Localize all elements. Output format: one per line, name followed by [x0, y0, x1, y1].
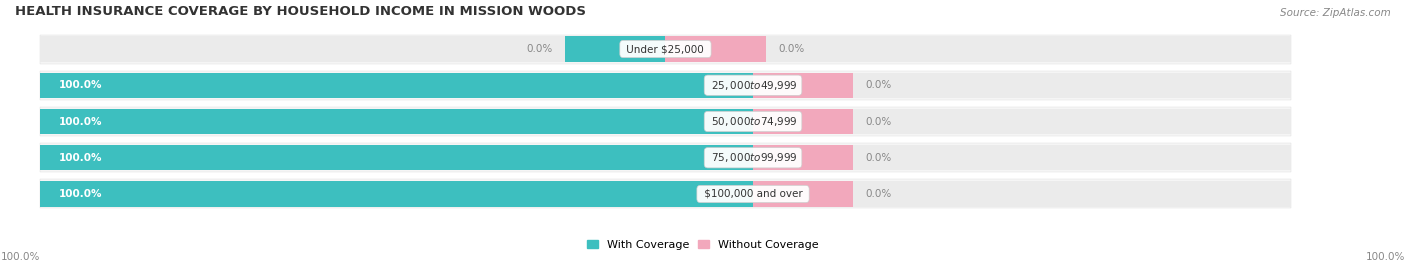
Text: 100.0%: 100.0%	[1365, 252, 1405, 262]
Text: 100.0%: 100.0%	[59, 153, 103, 163]
Text: 100.0%: 100.0%	[1, 252, 41, 262]
Text: 0.0%: 0.0%	[527, 44, 553, 54]
Text: HEALTH INSURANCE COVERAGE BY HOUSEHOLD INCOME IN MISSION WOODS: HEALTH INSURANCE COVERAGE BY HOUSEHOLD I…	[15, 5, 586, 18]
Bar	[754, 181, 853, 207]
Bar	[754, 73, 853, 98]
Text: 0.0%: 0.0%	[866, 116, 891, 126]
Bar	[41, 107, 1291, 136]
Bar	[41, 181, 1291, 207]
Bar	[565, 36, 665, 62]
Bar	[41, 71, 1291, 100]
Text: 100.0%: 100.0%	[59, 189, 103, 199]
Bar	[665, 36, 765, 62]
Bar	[41, 145, 1291, 171]
Text: $50,000 to $74,999: $50,000 to $74,999	[707, 115, 799, 128]
Text: Under $25,000: Under $25,000	[623, 44, 707, 54]
Bar	[754, 145, 853, 171]
Text: $25,000 to $49,999: $25,000 to $49,999	[707, 79, 799, 92]
Bar	[41, 143, 1291, 172]
Bar	[41, 181, 754, 207]
Text: 0.0%: 0.0%	[778, 44, 804, 54]
Bar	[41, 109, 754, 134]
Text: 100.0%: 100.0%	[59, 116, 103, 126]
Bar	[41, 73, 1291, 98]
Text: 0.0%: 0.0%	[866, 189, 891, 199]
Text: 100.0%: 100.0%	[59, 80, 103, 90]
Bar	[754, 109, 853, 134]
Text: $75,000 to $99,999: $75,000 to $99,999	[707, 151, 799, 164]
Legend: With Coverage, Without Coverage: With Coverage, Without Coverage	[582, 235, 824, 254]
Bar	[41, 109, 1291, 134]
Text: 0.0%: 0.0%	[866, 153, 891, 163]
Text: $100,000 and over: $100,000 and over	[700, 189, 806, 199]
Text: 0.0%: 0.0%	[866, 80, 891, 90]
Bar	[41, 36, 1291, 62]
Text: Source: ZipAtlas.com: Source: ZipAtlas.com	[1281, 8, 1391, 18]
Bar	[41, 179, 1291, 208]
Bar	[41, 73, 754, 98]
Bar	[41, 145, 754, 171]
Bar	[41, 34, 1291, 63]
